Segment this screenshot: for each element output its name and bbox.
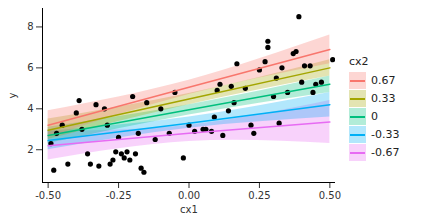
svg-text:-0.25: -0.25 xyxy=(106,190,132,201)
svg-text:6: 6 xyxy=(27,62,33,73)
svg-text:y: y xyxy=(7,92,18,98)
svg-text:0.25: 0.25 xyxy=(248,190,270,201)
svg-text:0.00: 0.00 xyxy=(178,190,200,201)
html-text:-0.67: -0.67 xyxy=(371,146,400,159)
svg-text:2: 2 xyxy=(27,144,33,155)
html-text:0.67: 0.67 xyxy=(371,74,396,87)
html-text:cx2: cx2 xyxy=(349,54,369,68)
svg-text:4: 4 xyxy=(27,103,33,114)
svg-text:cx1: cx1 xyxy=(180,204,198,215)
svg-text:-0.50: -0.50 xyxy=(35,190,61,201)
html-text:0.33: 0.33 xyxy=(371,92,396,105)
html-text:0: 0 xyxy=(371,110,378,123)
html-text:-0.33: -0.33 xyxy=(371,128,400,141)
svg-text:8: 8 xyxy=(27,21,33,32)
svg-text:0.50: 0.50 xyxy=(319,190,341,201)
